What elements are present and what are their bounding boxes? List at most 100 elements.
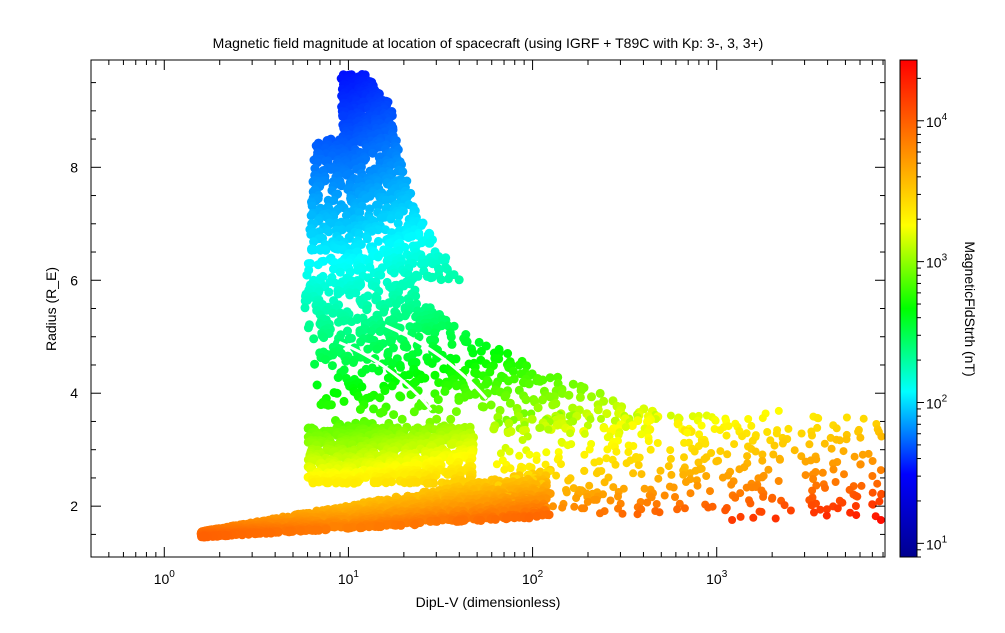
data-point <box>409 407 419 417</box>
data-point <box>818 468 827 477</box>
data-point <box>697 421 706 430</box>
data-point <box>816 505 825 514</box>
data-point <box>339 396 349 406</box>
data-point <box>807 501 816 510</box>
data-point <box>311 526 321 535</box>
data-point <box>606 496 615 505</box>
data-point <box>797 452 806 461</box>
data-point <box>538 395 547 405</box>
data-point <box>376 522 386 532</box>
data-point <box>440 386 450 396</box>
data-point <box>859 414 868 423</box>
data-point <box>723 450 732 459</box>
data-point <box>508 366 518 376</box>
data-point <box>718 473 727 482</box>
data-point <box>515 451 524 460</box>
data-point <box>409 379 419 388</box>
data-point <box>683 428 692 437</box>
data-point <box>396 362 405 372</box>
data-point <box>868 472 877 480</box>
data-point <box>452 516 462 526</box>
data-point <box>373 200 383 210</box>
data-point <box>221 531 230 541</box>
data-point <box>633 510 642 519</box>
data-point <box>524 513 534 523</box>
data-point <box>609 483 618 492</box>
data-point <box>405 478 415 488</box>
data-point <box>380 386 390 396</box>
data-point <box>603 445 612 454</box>
data-point <box>568 379 578 389</box>
data-point <box>345 290 355 300</box>
data-point <box>381 478 391 488</box>
data-point <box>544 425 553 434</box>
data-point <box>856 460 865 469</box>
data-point <box>721 506 730 515</box>
data-point <box>200 532 210 542</box>
data-point <box>838 498 847 507</box>
x-axis-label: DipL-V (dimensionless) <box>416 594 561 610</box>
data-point <box>495 405 505 415</box>
data-point <box>603 433 612 442</box>
data-point <box>373 252 383 262</box>
data-point <box>809 475 818 483</box>
data-point <box>402 342 412 352</box>
data-point <box>500 392 510 402</box>
data-point <box>706 487 714 496</box>
data-point <box>801 457 810 466</box>
data-point <box>320 525 330 535</box>
data-point <box>368 148 378 158</box>
data-point <box>430 370 440 380</box>
data-point <box>321 355 330 365</box>
data-point <box>774 406 783 415</box>
data-point <box>369 478 379 488</box>
data-point <box>411 291 421 301</box>
data-point <box>731 493 740 502</box>
data-point <box>452 381 461 391</box>
data-point <box>618 509 627 518</box>
data-point <box>309 334 319 344</box>
data-point <box>564 476 573 485</box>
data-point <box>504 418 514 428</box>
y-axis: 2 4 6 8 <box>70 82 885 535</box>
data-point <box>362 305 372 315</box>
data-point <box>296 526 306 536</box>
data-point <box>644 437 653 446</box>
data-point <box>875 497 884 506</box>
data-point <box>545 373 555 383</box>
data-point <box>868 488 877 497</box>
data-point <box>629 442 638 450</box>
data-point <box>250 529 260 539</box>
data-point <box>303 323 313 333</box>
data-point <box>748 436 757 445</box>
data-point <box>505 447 514 456</box>
data-point <box>577 504 586 513</box>
data-point <box>445 456 455 466</box>
data-point <box>610 416 619 425</box>
x-tick-label: 100 <box>154 569 176 587</box>
data-point <box>686 489 695 498</box>
data-point <box>505 398 515 408</box>
data-point <box>462 337 472 347</box>
data-point <box>735 465 744 474</box>
data-point <box>307 245 317 255</box>
data-point <box>321 245 331 255</box>
data-point <box>373 236 383 246</box>
data-point <box>553 372 563 382</box>
data-point <box>356 337 366 347</box>
data-point <box>572 494 581 503</box>
data-point <box>742 483 751 492</box>
data-point <box>702 472 711 480</box>
data-point <box>643 498 652 507</box>
data-point <box>576 386 586 396</box>
data-point <box>306 230 316 239</box>
data-point <box>446 414 456 424</box>
data-point <box>833 504 842 513</box>
data-point <box>876 466 885 475</box>
data-point <box>425 516 435 526</box>
data-point <box>341 211 351 220</box>
data-point <box>535 376 545 386</box>
colorbar-tick-label: 103 <box>926 253 948 271</box>
colorbar-axis: 101 102 103 104 <box>917 77 948 558</box>
data-point <box>342 170 352 180</box>
